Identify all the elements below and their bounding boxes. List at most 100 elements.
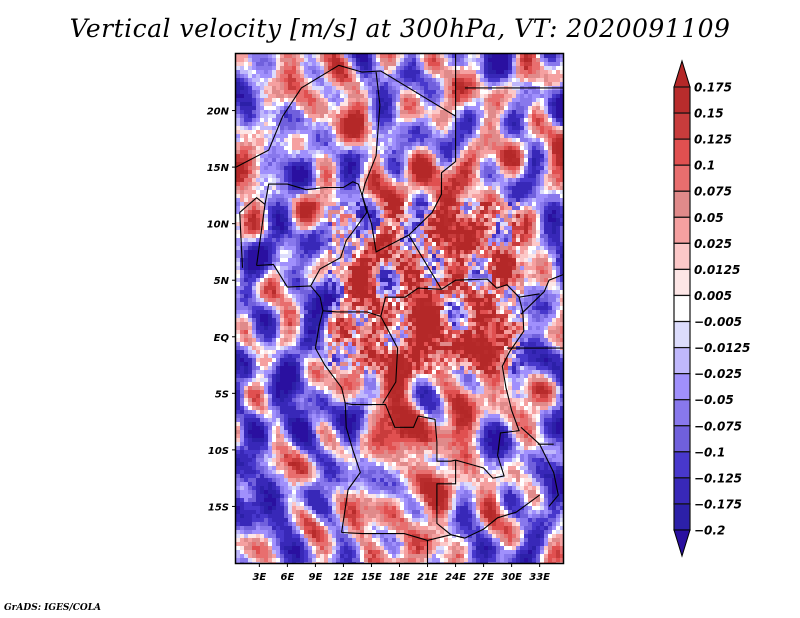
field-cell [456, 158, 461, 163]
field-cell [304, 282, 309, 287]
field-cell [372, 250, 377, 255]
field-cell [380, 250, 385, 255]
field-cell [336, 262, 341, 267]
field-cell [440, 254, 445, 259]
field-cell [344, 134, 349, 139]
field-cell [404, 90, 409, 95]
field-cell [436, 218, 441, 223]
field-cell [328, 182, 333, 187]
field-cell [444, 186, 449, 191]
field-cell [356, 214, 361, 219]
field-cell [396, 146, 401, 151]
field-cell [372, 290, 377, 295]
field-cell [368, 294, 373, 299]
field-cell [292, 286, 297, 291]
field-cell [260, 98, 265, 103]
field-cell [396, 198, 401, 203]
field-cell [284, 114, 289, 119]
field-cell [344, 86, 349, 91]
field-cell [324, 182, 329, 187]
field-cell [412, 70, 417, 75]
field-cell [552, 230, 557, 235]
field-cell [288, 242, 293, 247]
field-cell [464, 94, 469, 99]
field-cell [456, 154, 461, 159]
field-cell [272, 146, 277, 151]
field-cell [524, 162, 529, 167]
field-cell [236, 130, 241, 135]
field-cell [260, 290, 265, 295]
field-cell [340, 98, 345, 103]
field-cell [548, 150, 553, 155]
field-cell [552, 214, 557, 219]
field-cell [548, 234, 553, 239]
field-cell [356, 82, 361, 87]
field-cell [436, 210, 441, 215]
field-cell [560, 218, 563, 223]
field-cell [384, 130, 389, 135]
field-cell [248, 242, 253, 247]
field-cell [480, 110, 485, 115]
field-cell [268, 238, 273, 243]
field-cell [412, 110, 417, 115]
field-cell [344, 82, 349, 87]
field-cell [308, 130, 313, 135]
field-cell [356, 142, 361, 147]
field-cell [440, 266, 445, 271]
field-cell [536, 94, 541, 99]
field-cell [320, 190, 325, 195]
field-cell [268, 154, 273, 159]
field-cell [272, 154, 277, 159]
field-cell [512, 114, 517, 119]
field-cell [324, 86, 329, 91]
field-cell [336, 142, 341, 147]
field-cell [396, 270, 401, 275]
field-cell [380, 170, 385, 175]
field-cell [356, 250, 361, 255]
field-cell [344, 194, 349, 199]
field-cell [316, 62, 321, 67]
field-cell [436, 174, 441, 179]
field-cell [476, 258, 481, 263]
field-cell [508, 206, 513, 211]
field-cell [404, 66, 409, 71]
field-cell [312, 142, 317, 147]
field-cell [540, 270, 545, 275]
field-cell [308, 146, 313, 151]
field-cell [412, 166, 417, 171]
field-cell [404, 182, 409, 187]
field-cell [500, 110, 505, 115]
field-cell [392, 130, 397, 135]
field-cell [484, 254, 489, 259]
field-cell [284, 270, 289, 275]
field-cell [408, 190, 413, 195]
field-cell [252, 186, 257, 191]
field-cell [460, 58, 465, 63]
field-cell [492, 150, 497, 155]
field-cell [520, 194, 525, 199]
field-cell [240, 122, 245, 127]
field-cell [416, 130, 421, 135]
field-cell [288, 154, 293, 159]
field-cell [308, 166, 313, 171]
field-cell [536, 198, 541, 203]
field-cell [556, 262, 561, 267]
field-cell [268, 210, 273, 215]
field-cell [256, 270, 261, 275]
field-cell [384, 230, 389, 235]
field-cell [532, 230, 537, 235]
field-cell [396, 166, 401, 171]
field-cell [272, 290, 277, 295]
field-cell [348, 162, 353, 167]
field-cell [448, 226, 453, 231]
field-cell [392, 162, 397, 167]
field-cell [284, 210, 289, 215]
field-cell [424, 210, 429, 215]
field-cell [236, 166, 241, 171]
field-cell [316, 194, 321, 199]
field-cell [336, 154, 341, 159]
field-cell [300, 82, 305, 87]
field-cell [340, 122, 345, 127]
field-cell [536, 126, 541, 131]
field-cell [284, 206, 289, 211]
